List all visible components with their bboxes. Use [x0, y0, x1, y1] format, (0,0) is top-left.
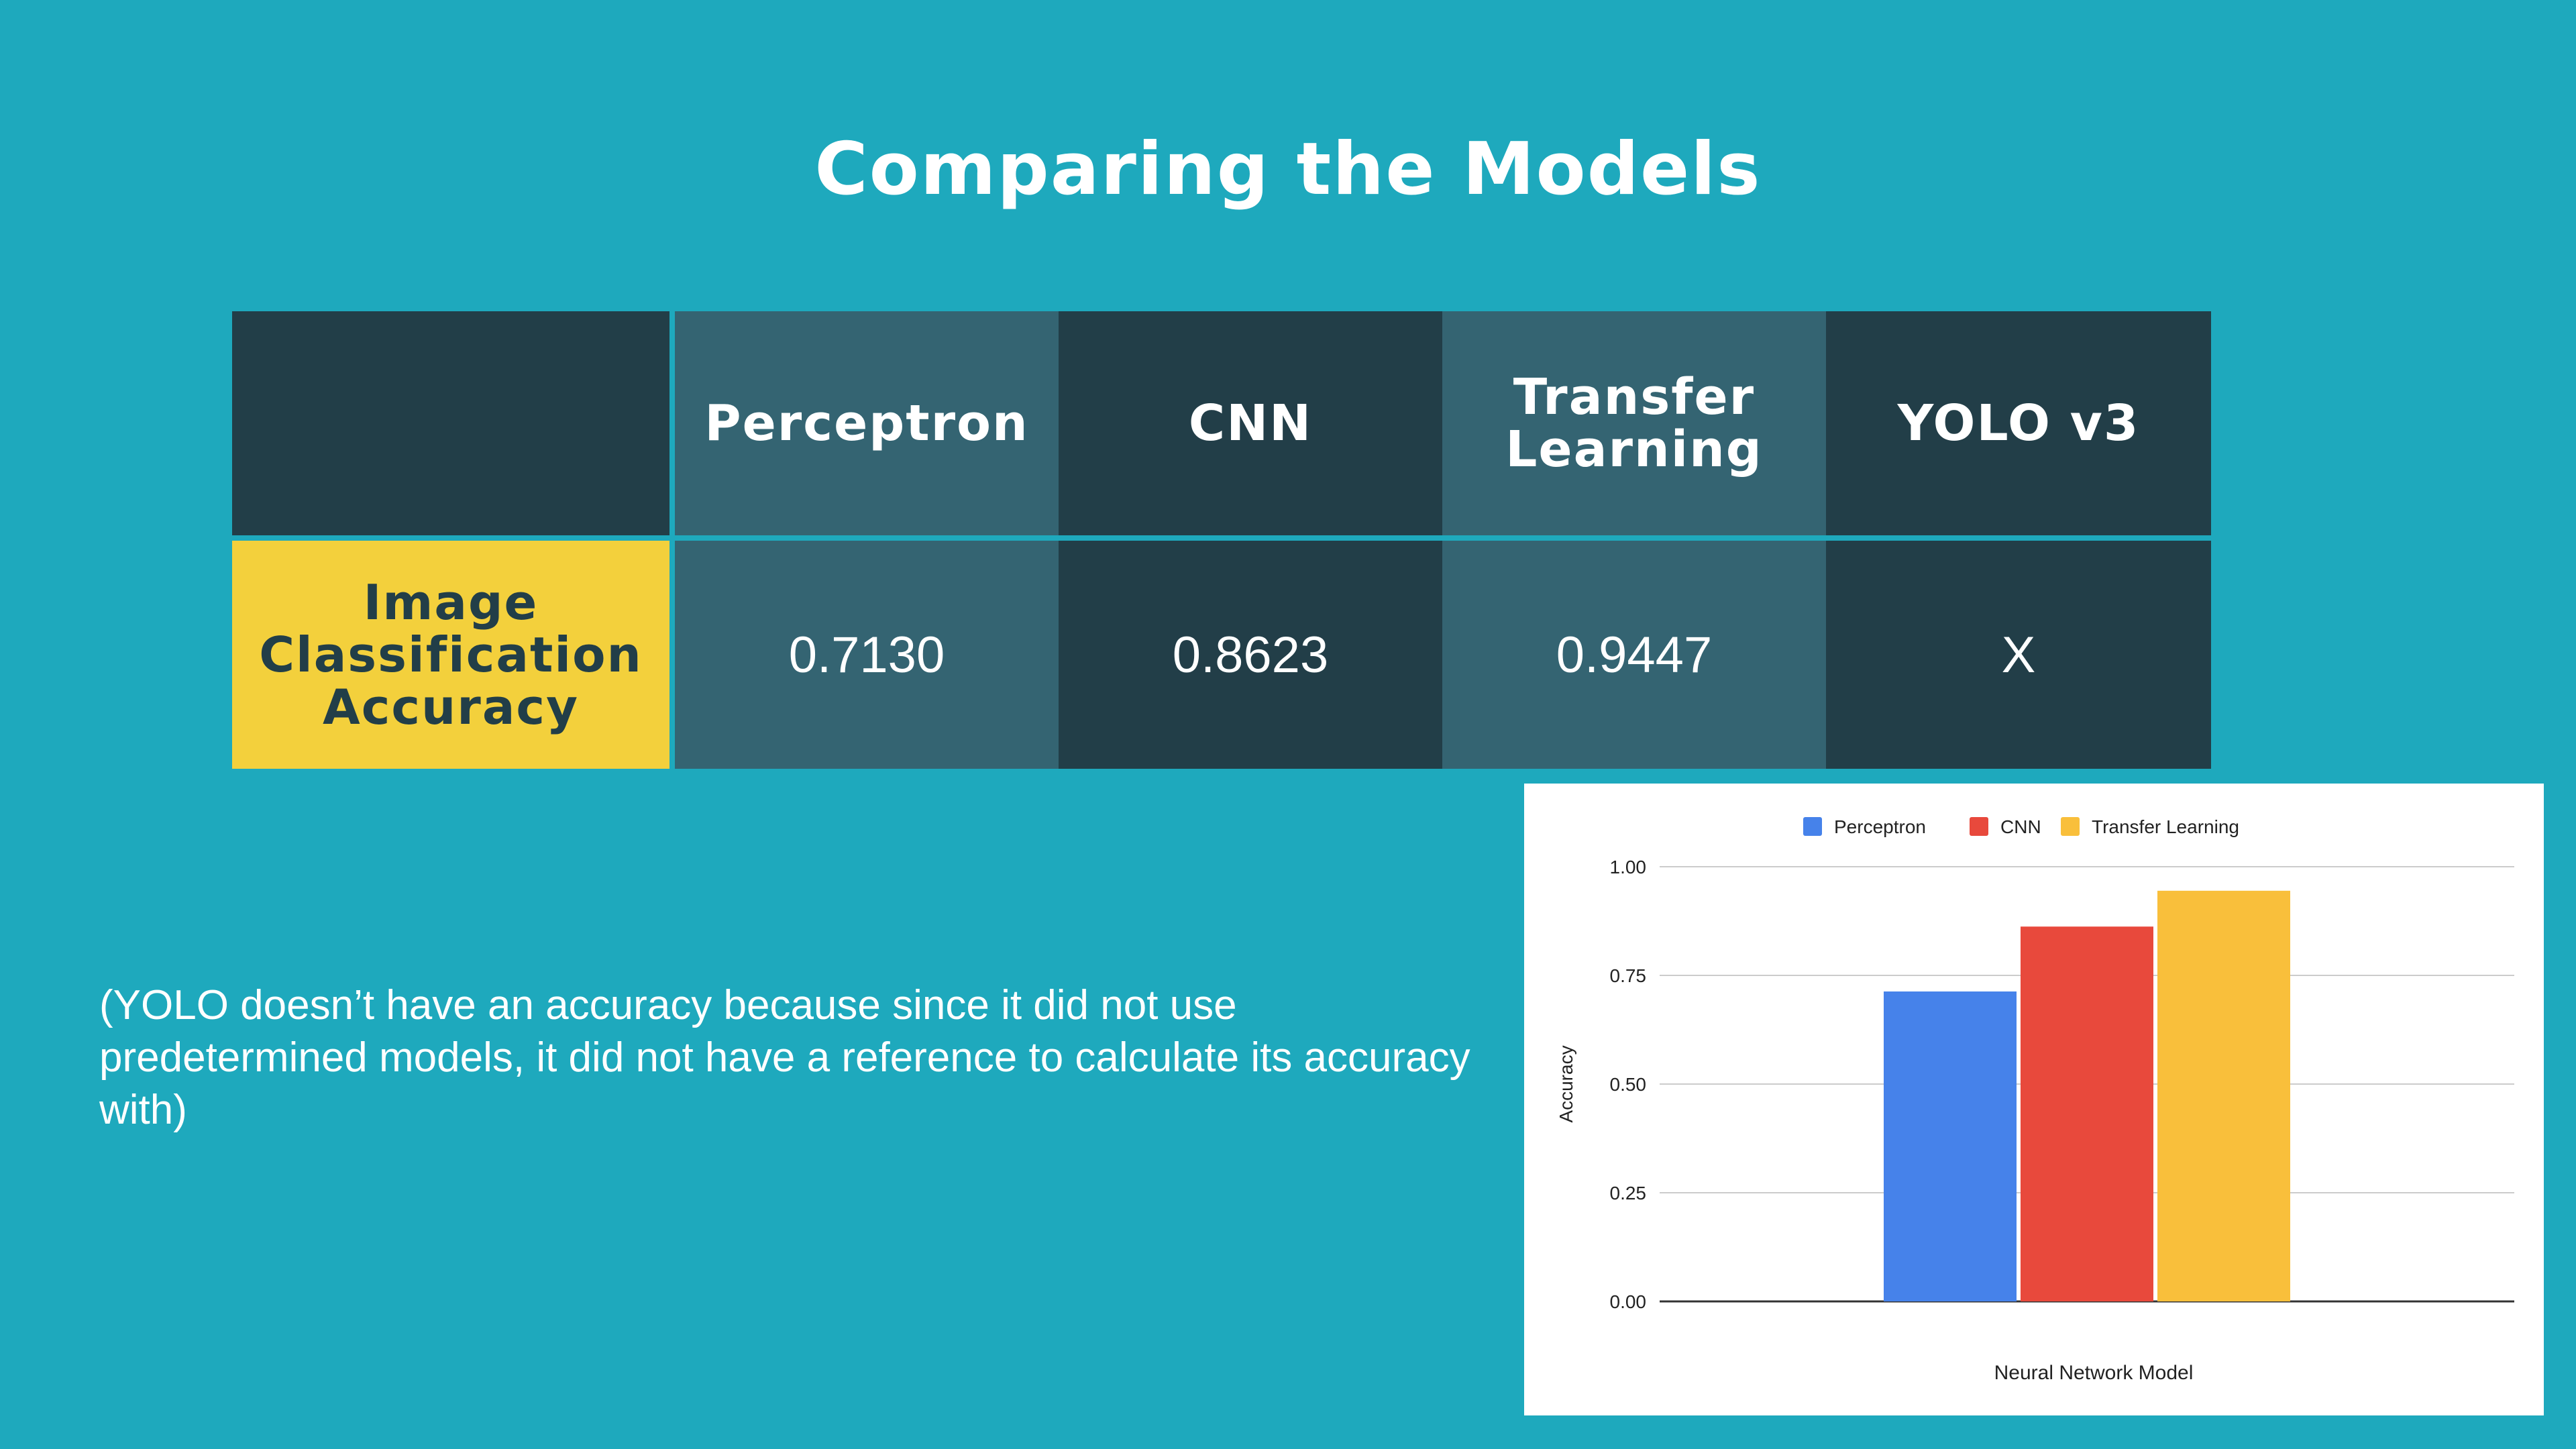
- row-label-accuracy: Image Classification Accuracy: [232, 541, 669, 769]
- value-yolo-v3: X: [1826, 541, 2211, 769]
- y-axis-title: Accuracy: [1556, 1045, 1576, 1122]
- value-cnn: 0.8623: [1059, 541, 1442, 769]
- bar-perceptron: [1884, 991, 2017, 1301]
- header-perceptron: Perceptron: [675, 311, 1059, 535]
- table-row-divider: [232, 535, 669, 541]
- table-row-divider: [1826, 535, 2211, 541]
- table-corner-cell: [232, 311, 669, 535]
- table-row-divider: [669, 535, 675, 541]
- table-row-divider: [1059, 535, 1442, 541]
- accuracy-bar-chart: 0.00 0.25 0.50 0.75 1.00 Perceptron CNN Transfe…: [1556, 816, 2514, 1384]
- legend-swatch: [1803, 817, 1822, 836]
- comparison-table: Perceptron CNN Transfer Learning YOLO v3…: [232, 311, 2211, 769]
- y-tick-label: 0.25: [1610, 1183, 1647, 1203]
- legend-swatch: [2061, 817, 2080, 836]
- y-tick-label: 1.00: [1610, 857, 1647, 877]
- table-divider: [669, 541, 675, 769]
- value-perceptron: 0.7130: [675, 541, 1059, 769]
- legend-label: Transfer Learning: [2092, 816, 2239, 837]
- header-cnn: CNN: [1059, 311, 1442, 535]
- accuracy-chart: 0.00 0.25 0.50 0.75 1.00 Perceptron CNN Transfe…: [1524, 784, 2544, 1415]
- value-transfer-learning: 0.9447: [1442, 541, 1826, 769]
- bar-cnn: [2021, 926, 2153, 1301]
- slide-title: Comparing the Models: [814, 127, 1762, 211]
- legend-swatch: [1970, 817, 1988, 836]
- y-tick-label: 0.75: [1610, 965, 1647, 986]
- table-row-divider: [675, 535, 1059, 541]
- x-axis-title: Neural Network Model: [1994, 1362, 2194, 1384]
- legend-label: Perceptron: [1834, 816, 1926, 837]
- table-row-divider: [1442, 535, 1826, 541]
- legend-label: CNN: [2000, 816, 2041, 837]
- table-divider: [669, 311, 675, 535]
- y-tick-label: 0.00: [1610, 1291, 1647, 1312]
- y-tick-label: 0.50: [1610, 1074, 1647, 1095]
- yolo-note: (YOLO doesn’t have an accuracy because s…: [99, 982, 1470, 1133]
- header-transfer-learning: Transfer Learning: [1442, 311, 1826, 535]
- header-yolo-v3: YOLO v3: [1826, 311, 2211, 535]
- bar-transfer-learning: [2157, 890, 2290, 1301]
